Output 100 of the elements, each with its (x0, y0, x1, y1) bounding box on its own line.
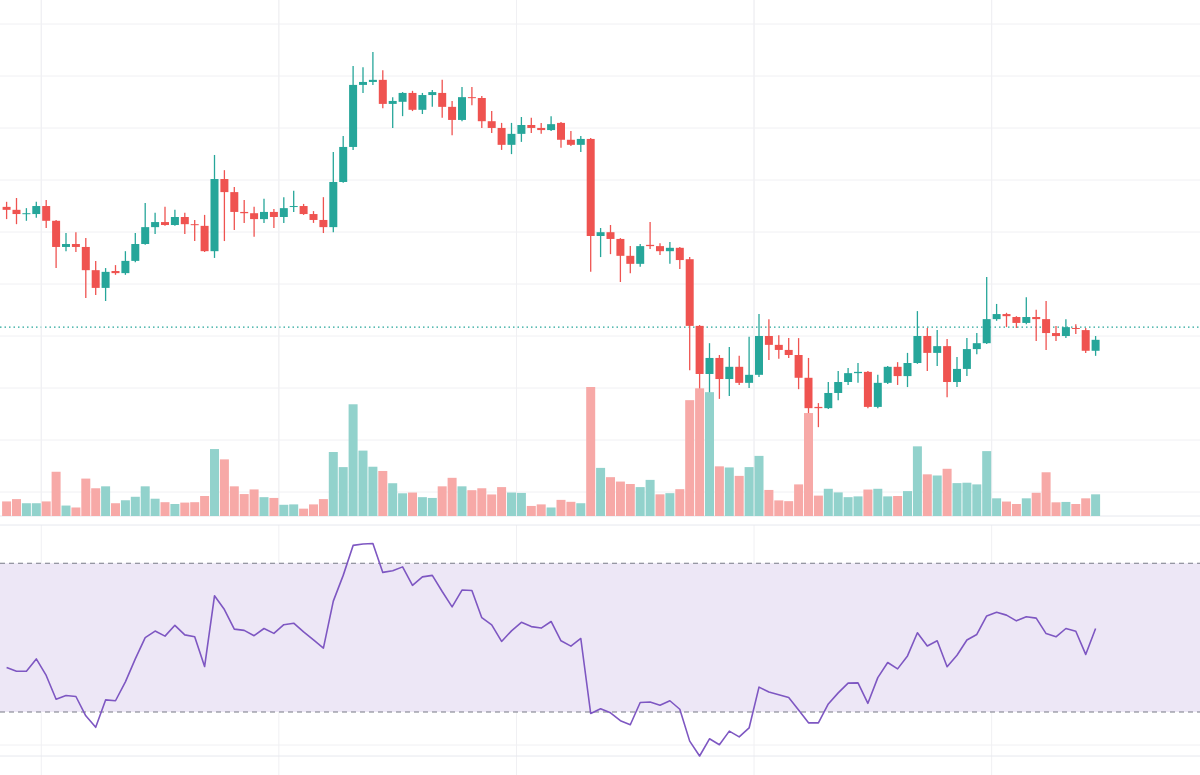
candlestick (715, 354, 724, 400)
candlestick (1081, 327, 1090, 354)
bar (705, 392, 714, 516)
candlestick (725, 346, 734, 397)
candlestick (606, 224, 615, 255)
candlestick (388, 96, 397, 129)
bar (1091, 494, 1101, 516)
candlestick (368, 51, 377, 86)
candlestick (398, 91, 407, 117)
candlestick (1091, 335, 1100, 357)
candlestick (12, 197, 21, 225)
candlestick (62, 232, 70, 252)
candlestick (656, 242, 664, 256)
candlestick (547, 115, 556, 132)
bar (408, 492, 417, 516)
bar (734, 475, 744, 516)
candlestick (616, 237, 625, 283)
candlestick (834, 370, 843, 401)
candlestick (1042, 300, 1051, 351)
bar (576, 503, 586, 516)
bar (1061, 501, 1071, 516)
candlestick (42, 199, 51, 229)
bar (111, 503, 120, 516)
bar (922, 474, 932, 516)
candlestick (1052, 325, 1060, 342)
bar (546, 507, 556, 516)
bar (665, 493, 675, 516)
candlestick (467, 86, 476, 106)
candlestick (903, 352, 912, 388)
candlestick (220, 169, 229, 242)
candlestick (972, 332, 981, 355)
candlestick (636, 243, 645, 268)
bar (378, 470, 388, 516)
bar (932, 475, 942, 516)
candlestick (131, 232, 140, 263)
candlestick (953, 356, 961, 388)
candlestick (893, 361, 902, 386)
bar (942, 468, 952, 516)
bar (586, 387, 596, 516)
candlestick (566, 130, 575, 147)
candlestick (319, 196, 328, 234)
candlestick (289, 190, 298, 213)
bar (269, 497, 279, 516)
candlestick (121, 250, 130, 276)
candlestick (507, 122, 516, 155)
bar (457, 486, 467, 516)
candlestick (260, 198, 268, 224)
candlestick (151, 212, 160, 235)
candlestick (764, 318, 773, 361)
candlestick (477, 95, 486, 129)
candlestick (180, 212, 189, 235)
candlestick (141, 202, 150, 246)
bar (259, 497, 269, 516)
candlestick (71, 231, 80, 253)
candlestick (774, 334, 783, 360)
candlestick (735, 355, 744, 386)
bar (1021, 498, 1031, 516)
candlestick (81, 237, 90, 299)
candlestick (745, 336, 754, 389)
candlestick (497, 122, 506, 151)
bar (863, 489, 873, 516)
bar (160, 502, 170, 516)
candlestick (626, 245, 635, 274)
bar (714, 466, 724, 516)
candlestick (933, 329, 942, 367)
bar (170, 504, 180, 516)
candlestick (418, 92, 427, 115)
bar (596, 467, 606, 516)
candlestick (269, 208, 278, 229)
bar (655, 494, 665, 516)
candlestick (101, 267, 110, 302)
candlestick (596, 227, 605, 258)
candlestick (487, 110, 496, 134)
candlestick (794, 337, 803, 390)
candlestick (408, 90, 417, 112)
candlestick (557, 121, 565, 149)
candlestick (675, 246, 684, 270)
candlestick (359, 66, 367, 94)
candlestick (962, 337, 971, 377)
candlestick (448, 100, 457, 136)
candlestick (91, 260, 100, 296)
candlestick (458, 86, 466, 122)
candlestick (517, 116, 526, 143)
candlestick (161, 206, 169, 227)
bar (101, 486, 111, 516)
candlestick (279, 196, 288, 224)
candlestick (1032, 309, 1041, 342)
candlestick (438, 79, 447, 119)
candlestick (1022, 296, 1031, 325)
candlestick (784, 337, 793, 359)
candlestick (883, 365, 892, 385)
candlestick (230, 186, 239, 231)
candlestick (824, 381, 833, 410)
bar (61, 505, 71, 516)
bar (893, 496, 903, 516)
candlestick (923, 327, 932, 372)
candlestick (190, 219, 199, 242)
bar (210, 449, 219, 516)
candlestick (250, 206, 259, 238)
bar (724, 467, 734, 516)
